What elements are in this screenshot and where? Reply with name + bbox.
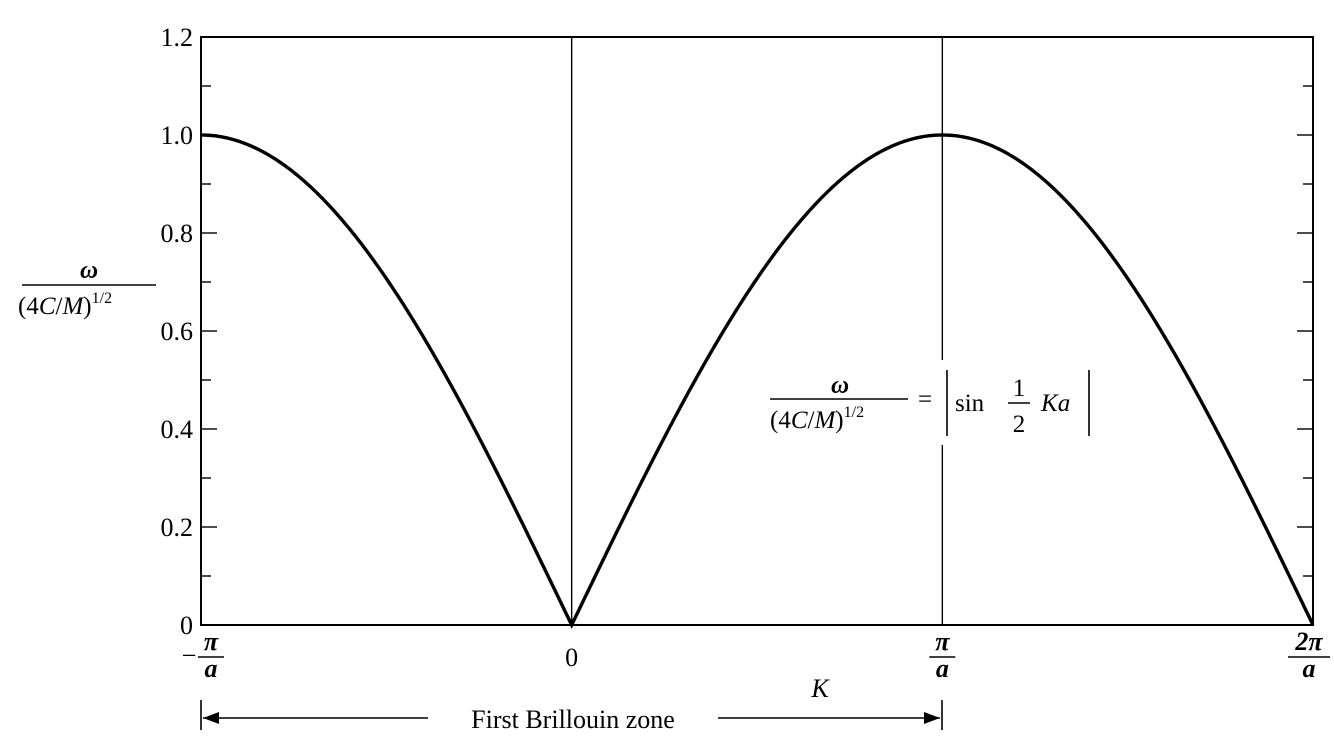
dispersion-curve xyxy=(200,133,1315,629)
x-axis-label: K xyxy=(810,674,830,703)
x-tick-denominator: a xyxy=(936,654,949,683)
x-tick-numerator: π xyxy=(935,627,950,656)
zone-label: First Brillouin zone xyxy=(471,705,675,734)
x-tick-denominator: a xyxy=(205,654,218,683)
y-tick-label: 0.6 xyxy=(161,317,194,346)
equation-annotation: ω (4C/M)1/2 = sin 1 2 Ka xyxy=(760,360,1120,445)
y-label-denominator: (4C/M)1/2 xyxy=(18,290,112,320)
zone-arrowhead-right xyxy=(924,712,940,724)
y-tick-label: 1.0 xyxy=(161,121,194,150)
y-tick-labels: 0 0.2 0.4 0.6 0.8 1.0 1.2 xyxy=(161,23,194,640)
x-tick-numerator: 2π xyxy=(1294,627,1323,656)
y-label-numerator: ω xyxy=(80,257,98,284)
equation-denominator: (4C/M)1/2 xyxy=(770,404,864,434)
vertical-lines xyxy=(570,37,944,625)
x-tick-numerator: π xyxy=(204,627,219,656)
plot-frame xyxy=(200,36,1314,626)
equation-ka: Ka xyxy=(1040,390,1070,417)
tick-marks xyxy=(201,85,1313,577)
y-tick-label: 0 xyxy=(180,611,193,640)
x-tick-label: 0 xyxy=(565,643,578,672)
y-tick-label: 1.2 xyxy=(161,23,194,52)
equation-background xyxy=(760,360,1120,445)
x-tick-denominator: a xyxy=(1303,654,1316,683)
equation-half-numerator: 1 xyxy=(1013,375,1026,402)
y-tick-label: 0.4 xyxy=(161,415,194,444)
y-tick-label: 0.8 xyxy=(161,219,194,248)
equation-half-denominator: 2 xyxy=(1013,411,1026,438)
y-axis-label: ω (4C/M)1/2 xyxy=(18,257,156,320)
zone-arrowhead-left xyxy=(203,712,219,724)
equation-equals: = xyxy=(918,386,932,413)
equation-sin: sin xyxy=(955,390,985,417)
brillouin-zone-annotation: First Brillouin zone xyxy=(200,700,943,734)
y-tick-label: 0.2 xyxy=(161,513,194,542)
x-tick-sign: − xyxy=(182,641,197,670)
equation-numerator: ω xyxy=(831,372,849,399)
